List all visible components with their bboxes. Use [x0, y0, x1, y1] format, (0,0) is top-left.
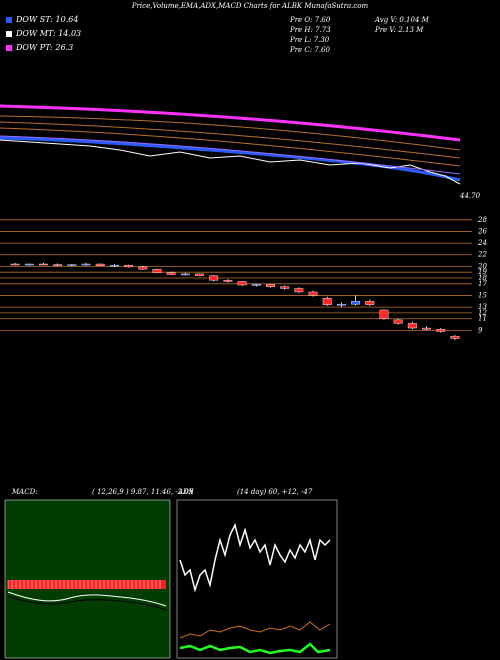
- prev-low: Pre L: 7.30: [289, 36, 330, 44]
- adx-label: ADX: [177, 488, 195, 496]
- candle-body: [95, 263, 105, 266]
- candle-body: [294, 288, 304, 293]
- y-tick-label: 11: [478, 315, 487, 323]
- macd-histogram: [7, 580, 166, 589]
- candle-body: [336, 303, 346, 306]
- candle-body: [351, 301, 361, 305]
- y-tick-label: 12: [478, 309, 487, 317]
- macd-bars: [8, 580, 166, 589]
- candle-body: [109, 265, 119, 267]
- y-tick-label: 26: [477, 227, 487, 235]
- ema-line: [0, 135, 461, 175]
- ema-line: [0, 127, 461, 167]
- avg-volume: Avg V: 0.104 M: [374, 16, 430, 24]
- legend-label: DOW MT: 14.03: [15, 29, 81, 38]
- candle-body: [166, 272, 176, 275]
- prev-open: Pre O: 7.60: [289, 16, 331, 24]
- title: Price,Volume,EMA,ADX,MACD Charts for ALB…: [131, 2, 369, 10]
- ema-last-label: 44.70: [459, 192, 481, 200]
- macd-panel: [4, 499, 171, 659]
- legend-swatch: [6, 45, 12, 51]
- macd-signal: [7, 595, 167, 611]
- candle-body: [10, 263, 20, 266]
- macd-line: [7, 591, 167, 607]
- price-line: [0, 139, 461, 185]
- candle-body: [308, 291, 318, 296]
- candle-body: [280, 286, 290, 289]
- candle-body: [407, 323, 417, 329]
- macd-params: ( 12,26,9 ) 9.87, 11.46, -2.09: [92, 488, 194, 496]
- candle-body: [81, 263, 91, 266]
- candle-body: [251, 284, 261, 286]
- adx-line: [179, 522, 331, 593]
- candle-body: [379, 309, 389, 319]
- legend-label: DOW ST: 10.64: [15, 15, 78, 24]
- ema-pt-line: [0, 104, 461, 142]
- y-tick-label: 19: [478, 268, 487, 276]
- macd-bar-edges: [7, 580, 161, 589]
- plus-di-line: [179, 621, 331, 639]
- candle-body: [422, 327, 431, 330]
- candle-body: [152, 269, 162, 273]
- minus-di-line: [179, 642, 331, 655]
- y-tick-label: 28: [477, 216, 487, 224]
- y-tick-label: 13: [478, 303, 487, 311]
- candle-body: [39, 263, 48, 266]
- macd-label: MACD:: [11, 488, 38, 496]
- ema-line: [0, 121, 461, 159]
- y-tick-label: 18: [478, 274, 487, 282]
- candle-body: [322, 298, 332, 305]
- y-tick-label: 22: [477, 251, 487, 259]
- candle-body: [223, 280, 233, 282]
- prev-volume: Pre V: 2.13 M: [374, 26, 424, 34]
- candle-body: [209, 275, 219, 281]
- ema-line: [0, 115, 461, 151]
- candle-body: [53, 264, 63, 266]
- candle-body: [138, 266, 148, 270]
- legend: DOW ST: 10.64 DOW MT: 14.03 DOW PT: 26.3: [6, 15, 81, 52]
- y-tick-label: 17: [478, 280, 487, 288]
- candle-body: [436, 329, 446, 332]
- prev-high: Pre H: 7.73: [289, 26, 331, 34]
- ema-st-line: [0, 136, 461, 182]
- candle-body: [237, 281, 247, 286]
- candle-body: [266, 284, 275, 287]
- ema-lines: [0, 104, 461, 185]
- candle-body: [124, 265, 134, 268]
- legend-label: DOW PT: 26.3: [15, 43, 73, 52]
- candle-body: [365, 301, 375, 305]
- candle-body: [393, 319, 403, 324]
- candle-body: [24, 263, 34, 266]
- legend-swatch: [6, 17, 12, 23]
- prev-close: Pre C: 7.60: [289, 46, 330, 54]
- candle-body: [180, 273, 190, 276]
- legend-swatch: [6, 31, 12, 37]
- y-tick-label: 9: [478, 326, 483, 334]
- y-tick-label: 15: [478, 291, 487, 299]
- y-tick-label: 24: [477, 239, 487, 247]
- adx-params: (14 day) 60, +12, -47: [237, 488, 313, 496]
- candle-body: [450, 335, 460, 339]
- y-tick-label: 20: [477, 262, 487, 270]
- candle-body: [195, 273, 204, 276]
- candle-body: [67, 264, 77, 266]
- adx-panel: [176, 499, 338, 659]
